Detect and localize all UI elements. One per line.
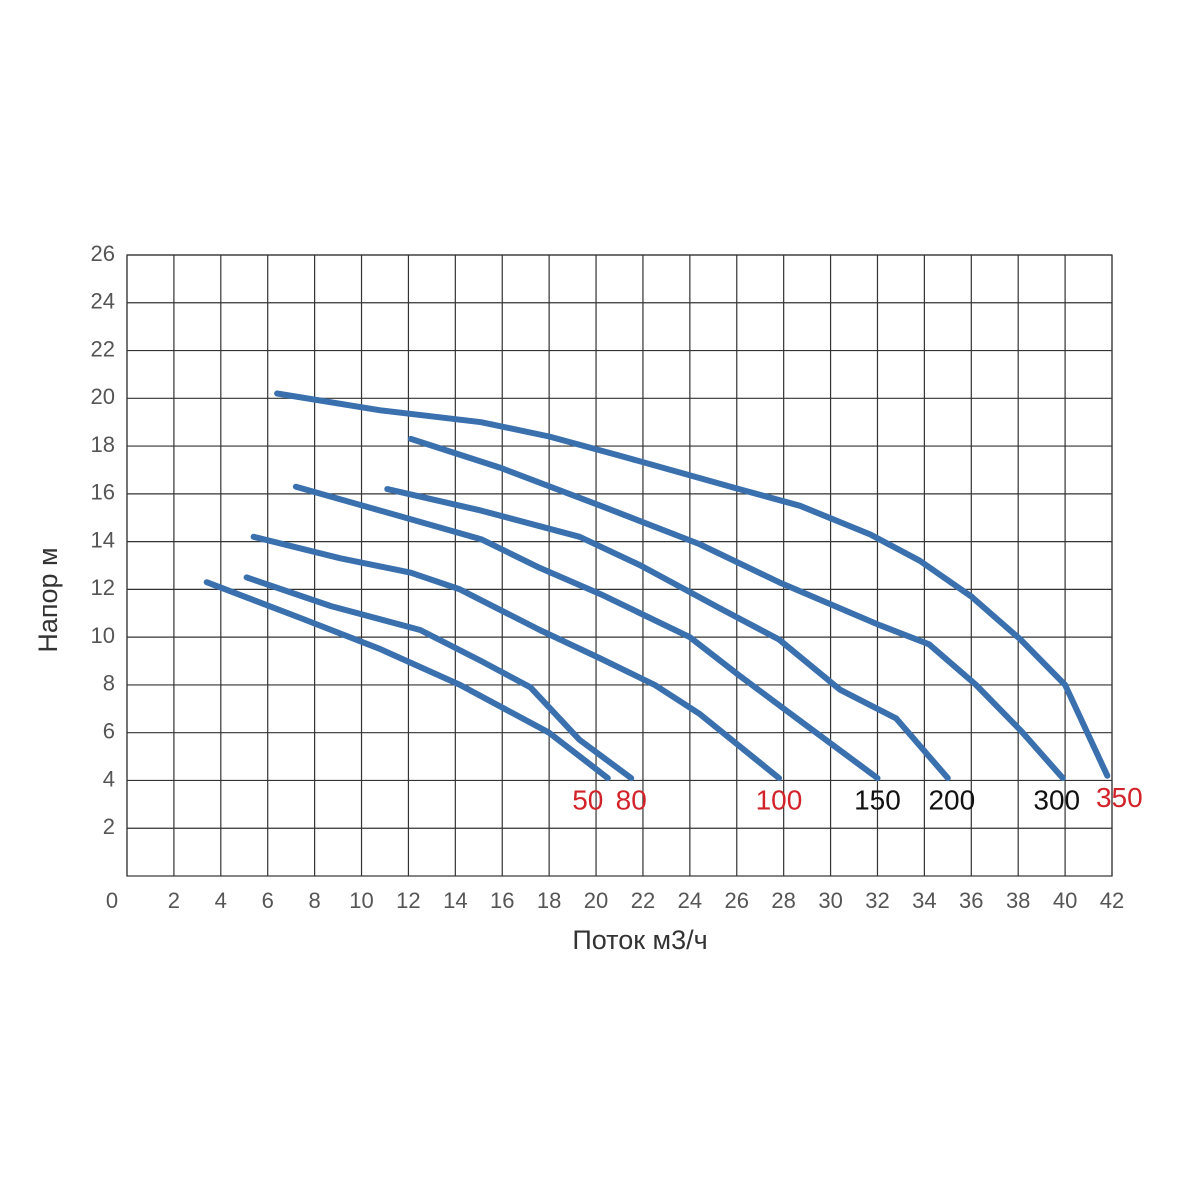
curve-label: 200 (928, 784, 975, 815)
x-tick-label: 18 (537, 888, 561, 913)
y-tick-label: 24 (91, 289, 115, 314)
y-tick-label: 2 (103, 814, 115, 839)
y-tick-label: 12 (91, 575, 115, 600)
x-tick-label: 28 (771, 888, 795, 913)
y-axis-title: Напор м (33, 547, 63, 652)
y-tick-label: 26 (91, 241, 115, 266)
y-tick-label: 4 (103, 766, 115, 791)
pump-curve (292, 483, 881, 782)
y-tick-label: 20 (91, 384, 115, 409)
x-tick-label: 20 (584, 888, 608, 913)
x-tick-label: 26 (725, 888, 749, 913)
y-tick-label: 10 (91, 623, 115, 648)
x-tick-label: 34 (912, 888, 936, 913)
pump-curve (250, 533, 782, 782)
x-tick-label: 14 (443, 888, 467, 913)
x-axis-title: Поток м3/ч (572, 925, 707, 955)
y-tick-label: 22 (91, 336, 115, 361)
x-tick-label: 38 (1006, 888, 1030, 913)
curve-label: 80 (616, 784, 647, 815)
pump-curve (384, 486, 951, 782)
curve-label: 100 (756, 784, 803, 815)
x-tick-label: 16 (490, 888, 514, 913)
y-tick-label: 16 (91, 480, 115, 505)
x-tick-label: 22 (631, 888, 655, 913)
x-tick-label: 2 (168, 888, 180, 913)
x-tick-label: 40 (1053, 888, 1077, 913)
x-tick-label: 12 (396, 888, 420, 913)
x-tick-label: 36 (959, 888, 983, 913)
x-tick-label: 4 (215, 888, 227, 913)
x-tick-label: 0 (106, 888, 118, 913)
pump-curve (274, 390, 1111, 779)
curve-label: 350 (1096, 782, 1143, 813)
curve-label: 300 (1033, 784, 1080, 815)
y-tick-label: 6 (103, 719, 115, 744)
pump-curve (203, 579, 611, 782)
x-tick-label: 32 (865, 888, 889, 913)
x-tick-label: 30 (818, 888, 842, 913)
x-tick-label: 10 (349, 888, 373, 913)
x-tick-label: 6 (262, 888, 274, 913)
pump-curve (407, 435, 1066, 782)
y-tick-label: 14 (91, 527, 115, 552)
x-tick-label: 42 (1100, 888, 1124, 913)
y-tick-label: 8 (103, 671, 115, 696)
x-tick-label: 24 (678, 888, 702, 913)
x-tick-label: 8 (308, 888, 320, 913)
pump-curve (243, 574, 635, 782)
y-tick-label: 18 (91, 432, 115, 457)
curve-label: 50 (572, 784, 603, 815)
curve-label: 150 (854, 784, 901, 815)
